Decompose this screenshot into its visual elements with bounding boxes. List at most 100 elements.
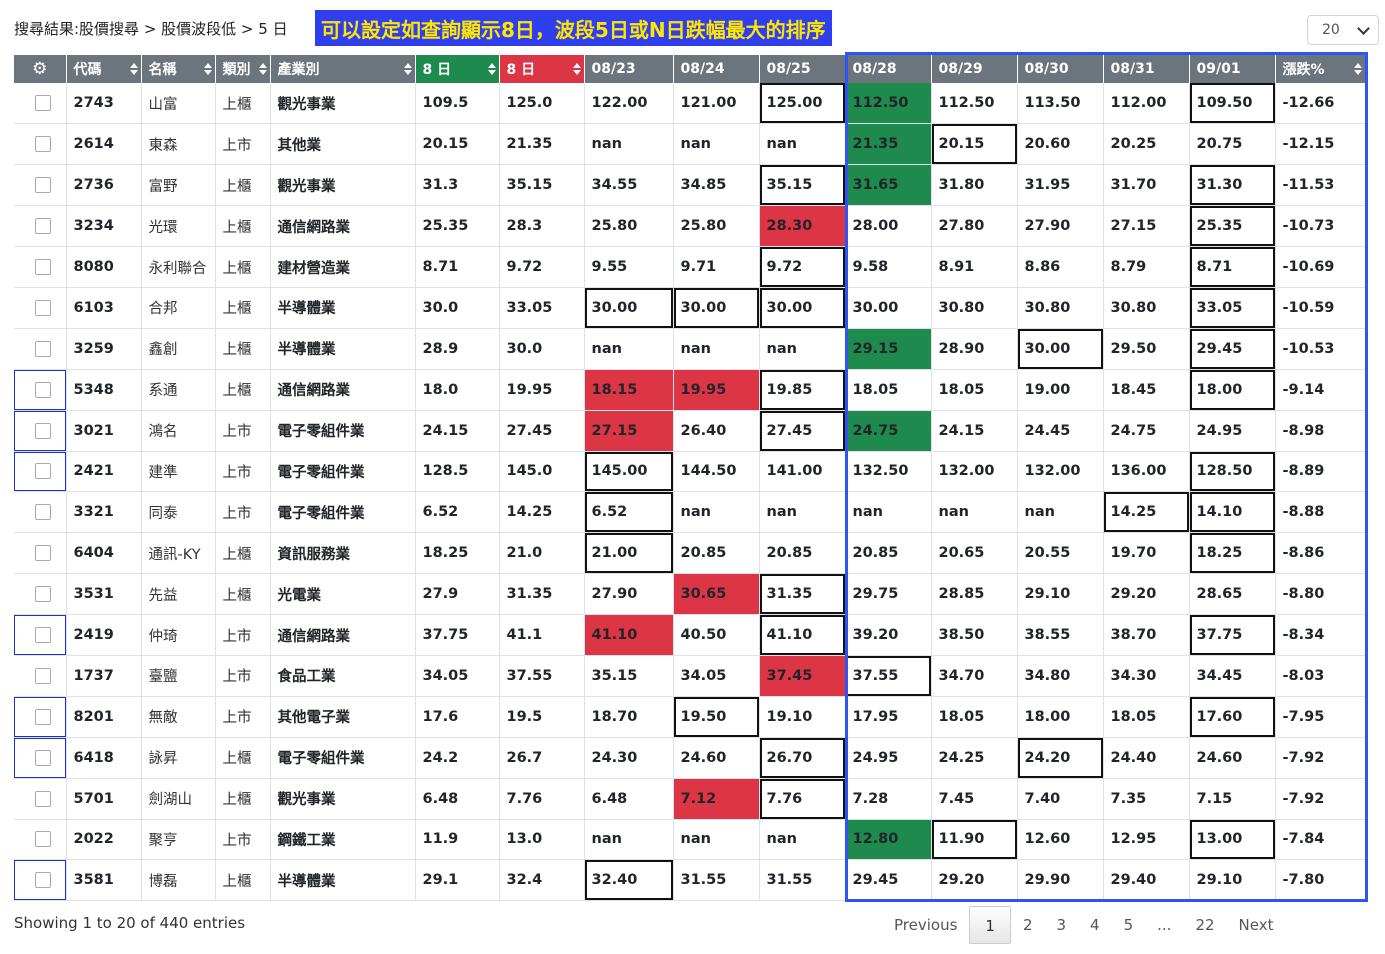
row-checkbox-cell[interactable] [14, 778, 67, 820]
row-checkbox[interactable] [35, 299, 52, 316]
row-checkbox-cell[interactable] [14, 328, 67, 370]
row-checkbox[interactable] [35, 463, 52, 480]
stock-code-link[interactable]: 3259 [66, 328, 142, 370]
row-checkbox[interactable] [35, 545, 52, 562]
row-checkbox[interactable] [35, 136, 52, 153]
row-checkbox-cell[interactable] [14, 696, 67, 738]
industry-link[interactable]: 觀光事業 [270, 83, 416, 125]
pagination-page-3[interactable]: 3 [1056, 916, 1067, 934]
stock-code-link[interactable]: 6404 [66, 532, 142, 575]
row-checkbox-cell[interactable] [14, 491, 67, 534]
stock-code-link[interactable]: 3321 [66, 491, 142, 534]
industry-link[interactable]: 電子零組件業 [270, 491, 416, 534]
industry-link[interactable]: 其他業 [270, 123, 416, 166]
row-checkbox[interactable] [35, 872, 52, 889]
industry-link[interactable]: 半導體業 [270, 328, 416, 370]
pagination-page-2[interactable]: 2 [1022, 916, 1033, 934]
industry-link[interactable]: 電子零組件業 [270, 410, 416, 452]
column-settings-header[interactable]: ⚙ [14, 55, 67, 83]
column-header-change-pct[interactable]: 漲跌% [1275, 55, 1366, 83]
industry-link[interactable]: 光電業 [270, 573, 416, 616]
header-label: 代碼 [73, 62, 102, 78]
stock-code-link[interactable]: 2743 [66, 83, 142, 125]
page-size-select[interactable]: 20 [1307, 15, 1379, 45]
row-checkbox-cell[interactable] [14, 164, 67, 207]
pagination-page-1[interactable]: 1 [969, 906, 1011, 944]
industry-link[interactable]: 電子零組件業 [270, 737, 416, 779]
stock-code-link[interactable]: 6103 [66, 287, 142, 329]
column-header-8day-low[interactable]: 8 日 [415, 55, 500, 83]
industry-link[interactable]: 其他電子業 [270, 696, 416, 738]
row-checkbox-cell[interactable] [14, 83, 67, 125]
industry-link[interactable]: 通信網路業 [270, 205, 416, 248]
pagination-page-4[interactable]: 4 [1090, 916, 1100, 934]
stock-code-link[interactable]: 6418 [66, 737, 142, 779]
row-checkbox-cell[interactable] [14, 246, 67, 288]
stock-code-link[interactable]: 2421 [66, 451, 142, 493]
row-checkbox-cell[interactable] [14, 123, 67, 166]
row-checkbox-cell[interactable] [14, 819, 67, 861]
stock-code-link[interactable]: 5348 [66, 369, 142, 411]
industry-link[interactable]: 資訊服務業 [270, 532, 416, 575]
industry-link[interactable]: 半導體業 [270, 859, 416, 902]
row-checkbox-cell[interactable] [14, 573, 67, 616]
stock-code-link[interactable]: 3581 [66, 859, 142, 902]
row-checkbox-cell[interactable] [14, 859, 67, 902]
row-checkbox-cell[interactable] [14, 532, 67, 575]
stock-code-link[interactable]: 5701 [66, 778, 142, 820]
stock-code-link[interactable]: 1737 [66, 655, 142, 697]
row-checkbox[interactable] [35, 259, 52, 275]
row-checkbox[interactable] [35, 218, 52, 235]
stock-code-link[interactable]: 8201 [66, 696, 142, 738]
row-checkbox-cell[interactable] [14, 451, 67, 493]
row-checkbox[interactable] [35, 177, 52, 194]
industry-link[interactable]: 半導體業 [270, 287, 416, 329]
row-checkbox[interactable] [35, 95, 52, 112]
row-checkbox[interactable] [35, 831, 52, 848]
row-checkbox[interactable] [35, 422, 52, 439]
row-checkbox-cell[interactable] [14, 287, 67, 329]
column-header-industry[interactable]: 產業別 [270, 55, 416, 83]
column-header-8day-high[interactable]: 8 日 [499, 55, 585, 83]
pagination-next[interactable]: Next [1238, 916, 1274, 934]
stock-code-link[interactable]: 3021 [66, 410, 142, 452]
row-checkbox[interactable] [35, 504, 52, 521]
column-header-market[interactable]: 類別 [215, 55, 271, 83]
row-checkbox-cell[interactable] [14, 369, 67, 411]
row-checkbox[interactable] [35, 749, 52, 766]
row-checkbox[interactable] [35, 586, 52, 603]
row-checkbox[interactable] [35, 708, 52, 725]
column-header-name[interactable]: 名稱 [141, 55, 216, 83]
pagination-previous[interactable]: Previous [894, 916, 958, 934]
industry-link[interactable]: 食品工業 [270, 655, 416, 697]
industry-link[interactable]: 建材營造業 [270, 246, 416, 288]
stock-code-link[interactable]: 3234 [66, 205, 142, 248]
industry-link[interactable]: 觀光事業 [270, 778, 416, 820]
row-checkbox-cell[interactable] [14, 737, 67, 779]
column-header-code[interactable]: 代碼 [66, 55, 142, 83]
gear-icon[interactable]: ⚙ [32, 59, 48, 79]
industry-link[interactable]: 通信網路業 [270, 369, 416, 411]
stock-code-link[interactable]: 3531 [66, 573, 142, 616]
pagination-page-22[interactable]: 22 [1195, 916, 1215, 934]
row-checkbox[interactable] [35, 667, 52, 684]
row-checkbox-cell[interactable] [14, 205, 67, 248]
stock-code-link[interactable]: 2022 [66, 819, 142, 861]
industry-link[interactable]: 通信網路業 [270, 614, 416, 656]
row-checkbox-cell[interactable] [14, 614, 67, 656]
row-checkbox[interactable] [35, 627, 52, 644]
row-checkbox-cell[interactable] [14, 410, 67, 452]
industry-link[interactable]: 電子零組件業 [270, 451, 416, 493]
industry-link[interactable]: 觀光事業 [270, 164, 416, 207]
row-checkbox-cell[interactable] [14, 655, 67, 697]
stock-code-link[interactable]: 2419 [66, 614, 142, 656]
row-checkbox[interactable] [35, 340, 52, 357]
daily-price-cell: nan [584, 328, 674, 370]
pagination-page-5[interactable]: 5 [1123, 916, 1134, 934]
stock-code-link[interactable]: 2736 [66, 164, 142, 207]
industry-link[interactable]: 鋼鐵工業 [270, 819, 416, 861]
row-checkbox[interactable] [35, 381, 52, 398]
row-checkbox[interactable] [35, 790, 52, 807]
stock-code-link[interactable]: 8080 [66, 246, 142, 288]
stock-code-link[interactable]: 2614 [66, 123, 142, 166]
